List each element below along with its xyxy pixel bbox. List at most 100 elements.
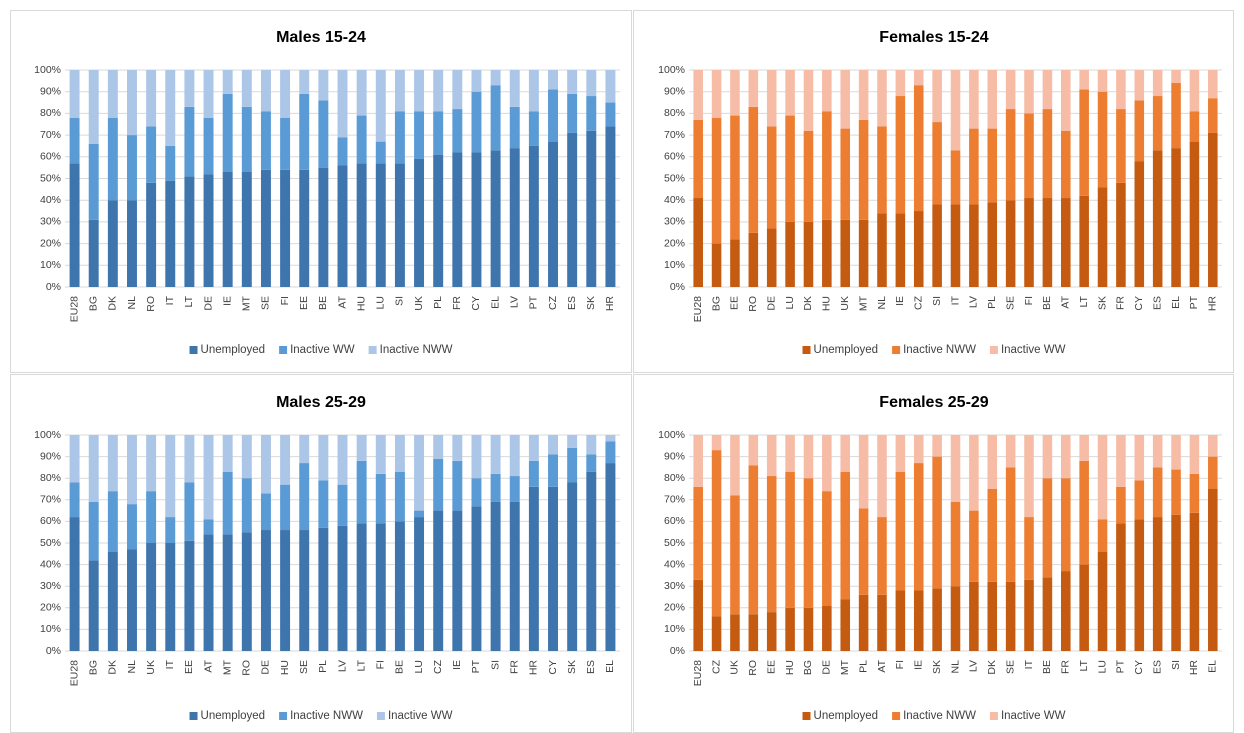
bar-segment	[433, 510, 444, 651]
bar-segment	[471, 506, 482, 651]
x-tick-label: ES	[1151, 660, 1163, 674]
bar-segment	[711, 117, 722, 244]
bar-segment	[433, 435, 444, 459]
bar-segment	[241, 435, 252, 479]
bar-segment	[748, 465, 759, 615]
bar-segment	[730, 115, 740, 240]
bar-segment	[1097, 70, 1108, 92]
bar-segment	[69, 117, 80, 164]
bar-segment	[1171, 514, 1181, 651]
bar-segment	[490, 150, 501, 287]
x-tick-label: LU	[413, 660, 425, 673]
bar-segment	[356, 163, 367, 287]
bar-segment	[528, 70, 539, 112]
bar-segment	[222, 70, 233, 94]
bar-segment	[1005, 70, 1016, 110]
y-tick-label: 50%	[664, 172, 685, 184]
bar-segment	[693, 435, 703, 487]
bar-segment	[203, 174, 214, 287]
bar-segment	[1097, 435, 1108, 520]
bar-segment	[414, 70, 425, 112]
x-tick-label: NL	[126, 660, 138, 674]
x-tick-label: FR	[1060, 660, 1072, 674]
x-tick-label: IE	[221, 296, 233, 306]
bar-segment	[299, 70, 310, 94]
x-tick-label: EL	[1170, 296, 1182, 309]
x-tick-label: DE	[202, 296, 214, 311]
bar-segment	[711, 70, 722, 118]
bar-segment	[88, 560, 99, 651]
bar-segment	[586, 70, 597, 97]
bar-segment	[203, 534, 214, 651]
chart: Females 15-24 0% 10% 20% 30% 40% 50% 60% 70% 80% 9…	[658, 29, 1222, 356]
bar-segment	[766, 612, 777, 651]
y-tick-label: 10%	[664, 259, 685, 271]
bar-segment	[803, 478, 814, 608]
bar-segment	[840, 435, 851, 472]
bar-segment	[858, 594, 869, 651]
bar-segment	[241, 70, 252, 107]
bar-segment	[895, 435, 906, 472]
y-tick-label: 90%	[40, 450, 61, 462]
bar-segment	[1152, 70, 1163, 97]
x-tick-label: LV	[968, 296, 980, 308]
bar-segment	[1024, 517, 1034, 580]
y-tick-label: 10%	[664, 623, 685, 635]
bar-segment	[1171, 148, 1181, 287]
bar-segment	[1005, 200, 1016, 287]
bar-segment	[356, 435, 367, 461]
legend-label: Inactive WW	[1001, 710, 1066, 722]
bar-segment	[1152, 435, 1163, 468]
bar-segment	[987, 581, 998, 651]
y-tick-label: 10%	[40, 259, 61, 271]
bar-segment	[107, 435, 118, 492]
bar-segment	[1152, 96, 1163, 151]
bar-segment	[1024, 70, 1034, 114]
legend-swatch	[279, 346, 288, 354]
bar-segment	[913, 463, 924, 591]
bar-segment	[913, 211, 924, 287]
bar-segment	[730, 495, 740, 615]
y-tick-label: 60%	[40, 151, 61, 163]
bar-segment	[1005, 581, 1016, 651]
bar-segment	[127, 200, 137, 287]
bar-segment	[1024, 435, 1034, 518]
legend: Unemployed Inactive NWW Inactive WW	[802, 710, 1066, 722]
y-tick-label: 90%	[664, 85, 685, 97]
bar-segment	[1208, 132, 1218, 287]
bar-segment	[1189, 473, 1200, 513]
bar-segment	[165, 517, 176, 543]
bar-segment	[184, 482, 195, 541]
x-tick-label: LU	[784, 296, 796, 309]
bar-segment	[318, 70, 329, 101]
x-tick-label: IE	[451, 660, 463, 670]
y-tick-label: 50%	[40, 537, 61, 549]
legend: Unemployed Inactive WW Inactive NWW	[189, 344, 453, 356]
bar-segment	[803, 607, 814, 651]
bar-segment	[509, 148, 520, 287]
bar-segment	[414, 158, 425, 287]
bar-segment	[69, 482, 80, 518]
bar-segment	[203, 117, 214, 175]
legend: Unemployed Inactive NWW Inactive WW	[802, 344, 1066, 356]
x-tick-label: EL	[604, 660, 616, 673]
bar-segment	[414, 517, 425, 651]
x-tick-label: BE	[394, 660, 406, 674]
x-tick-label: HU	[821, 296, 833, 311]
bar-segment	[711, 435, 722, 451]
x-tick-label: CY	[547, 660, 559, 675]
x-tick-label: DE	[821, 660, 833, 675]
bar-segment	[280, 169, 291, 287]
legend-swatch	[189, 346, 198, 354]
bar-segment	[950, 586, 961, 651]
bar-segment	[1042, 198, 1053, 287]
x-tick-label: HU	[355, 296, 367, 311]
bar-segment	[490, 85, 501, 151]
x-tick-label: BG	[710, 296, 722, 311]
bar-segment	[1171, 469, 1181, 515]
bar-segment	[222, 435, 233, 472]
y-tick-label: 100%	[34, 64, 61, 76]
bar-segment	[452, 109, 463, 153]
bar-segment	[375, 473, 386, 524]
x-tick-label: RO	[747, 660, 759, 676]
